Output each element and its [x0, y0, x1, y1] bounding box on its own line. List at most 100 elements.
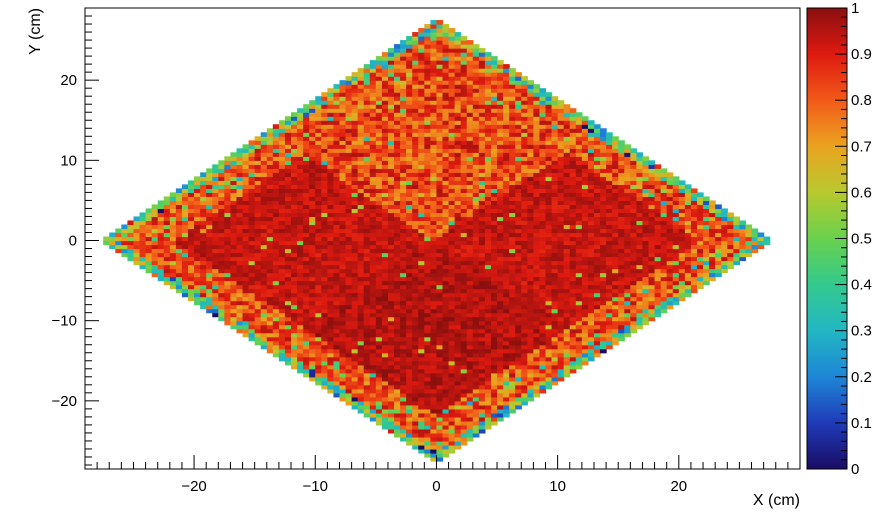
- heatmap-cell: [442, 196, 450, 202]
- heatmap-cell: [509, 132, 516, 137]
- heatmap-cell: [400, 64, 407, 69]
- heatmap-cell: [163, 232, 171, 238]
- heatmap-cell: [351, 272, 359, 278]
- heatmap-cell: [472, 384, 480, 390]
- heatmap-cell: [418, 196, 425, 202]
- heatmap-cell: [333, 276, 341, 282]
- heatmap-cell: [454, 308, 462, 314]
- heatmap-cell: [333, 372, 341, 378]
- heatmap-cell: [515, 76, 522, 81]
- heatmap-cell: [448, 428, 456, 434]
- heatmap-cell: [230, 284, 238, 290]
- heatmap-cell: [442, 288, 450, 294]
- heatmap-cell: [466, 88, 474, 93]
- heatmap-cell: [363, 84, 371, 89]
- heatmap-cell: [503, 204, 510, 210]
- heatmap-cell: [266, 288, 274, 294]
- heatmap-cell: [472, 280, 480, 286]
- heatmap-cell: [490, 148, 498, 153]
- heatmap-cell: [272, 168, 280, 173]
- heatmap-cell: [533, 300, 541, 306]
- heatmap-cell: [242, 220, 250, 226]
- heatmap-cell: [400, 240, 407, 246]
- heatmap-cell: [527, 148, 534, 153]
- heatmap-cell: [291, 304, 298, 310]
- heatmap-cell: [430, 352, 438, 358]
- heatmap-cell: [236, 276, 244, 282]
- heatmap-cell: [133, 232, 141, 238]
- heatmap-cell: [303, 312, 310, 318]
- heatmap-cell: [387, 264, 395, 270]
- heatmap-cell: [309, 272, 316, 278]
- heatmap-cell: [309, 112, 316, 117]
- heatmap-cell: [442, 248, 450, 254]
- heatmap-cell: [533, 272, 541, 278]
- heatmap-cell: [236, 160, 244, 165]
- heatmap-cell: [303, 140, 310, 145]
- heatmap-cell: [442, 412, 450, 418]
- heatmap-cell: [509, 232, 516, 238]
- heatmap-cell: [527, 184, 534, 189]
- heatmap-cell: [236, 188, 244, 193]
- heatmap-cell: [291, 168, 298, 173]
- heatmap-cell: [545, 288, 553, 294]
- heatmap-cell: [484, 84, 492, 89]
- heatmap-cell: [509, 384, 516, 390]
- heatmap-cell: [545, 352, 553, 358]
- heatmap-cell: [351, 92, 359, 97]
- heatmap-cell: [503, 308, 510, 314]
- heatmap-cell: [527, 252, 534, 258]
- heatmap-cell: [551, 248, 559, 254]
- heatmap-cell: [448, 432, 456, 438]
- heatmap-cell: [339, 264, 347, 270]
- heatmap-cell: [490, 244, 498, 250]
- heatmap-cell: [188, 208, 195, 214]
- heatmap-cell: [278, 352, 286, 358]
- heatmap-cell: [539, 288, 547, 294]
- heatmap-cell: [309, 256, 316, 262]
- heatmap-cell: [509, 340, 516, 346]
- heatmap-cell: [291, 228, 298, 234]
- heatmap-cell: [272, 212, 280, 218]
- heatmap-cell: [448, 332, 456, 338]
- heatmap-cell: [339, 200, 347, 206]
- heatmap-cell: [521, 304, 528, 310]
- heatmap-cell: [497, 140, 504, 145]
- heatmap-cell: [436, 44, 444, 49]
- heatmap-cell: [478, 252, 486, 258]
- heatmap-cell: [509, 204, 516, 210]
- heatmap-cell: [557, 112, 565, 117]
- heatmap-cell: [436, 456, 444, 462]
- heatmap-cell: [497, 284, 504, 290]
- heatmap-cell: [387, 344, 395, 350]
- heatmap-cell: [375, 280, 383, 286]
- heatmap-cell: [406, 88, 413, 93]
- heatmap-cell: [484, 172, 492, 177]
- heatmap-cell: [284, 128, 292, 133]
- heatmap-cell: [527, 220, 534, 226]
- heatmap-cell: [139, 232, 147, 238]
- heatmap-cell: [254, 148, 262, 153]
- heatmap-cell: [436, 124, 444, 129]
- heatmap-cell: [478, 216, 486, 222]
- heatmap-cell: [345, 312, 353, 318]
- heatmap-cell: [412, 136, 419, 141]
- heatmap-cell: [163, 256, 171, 262]
- heatmap-cell: [418, 212, 425, 218]
- heatmap-cell: [460, 164, 468, 169]
- heatmap-cell: [169, 212, 177, 218]
- heatmap-cell: [448, 204, 456, 210]
- heatmap-cell: [490, 172, 498, 177]
- heatmap-cell: [424, 156, 431, 161]
- heatmap-cell: [387, 416, 395, 422]
- heatmap-cell: [278, 316, 286, 322]
- heatmap-cell: [163, 196, 171, 202]
- heatmap-cell: [157, 208, 165, 214]
- heatmap-cell: [430, 216, 438, 222]
- heatmap-cell: [484, 152, 492, 157]
- heatmap-cell: [327, 276, 335, 282]
- heatmap-cell: [200, 172, 207, 177]
- heatmap-cell: [315, 248, 322, 254]
- heatmap-cell: [533, 128, 541, 133]
- heatmap-cell: [381, 60, 389, 65]
